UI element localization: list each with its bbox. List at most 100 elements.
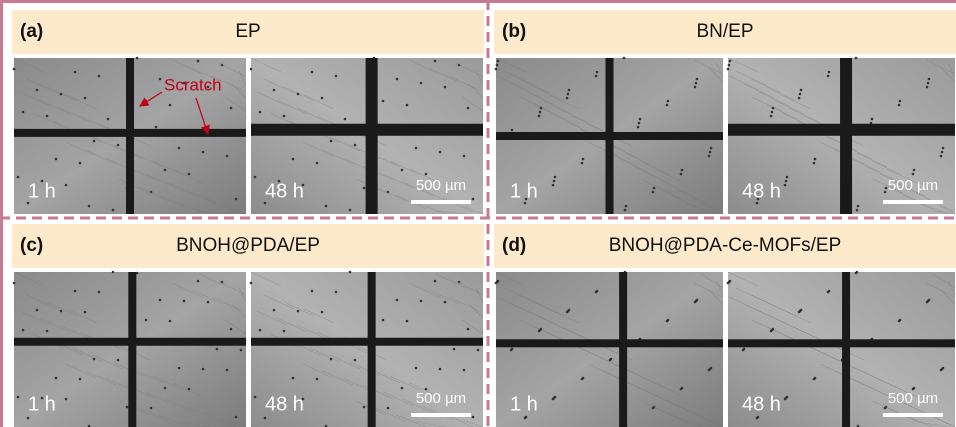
speck [79, 162, 82, 165]
speck [235, 416, 238, 419]
speck [610, 358, 613, 361]
speck [467, 107, 470, 110]
speck [596, 290, 599, 293]
speck [55, 377, 58, 380]
speck [396, 299, 399, 302]
speck [183, 300, 186, 303]
speck [98, 291, 101, 294]
speck [913, 387, 916, 390]
panel-label: (b) [502, 21, 526, 42]
speck [98, 75, 101, 78]
speck [511, 129, 514, 132]
speck [79, 378, 82, 381]
speck [941, 151, 944, 154]
speck [625, 205, 628, 208]
speck [46, 330, 49, 333]
speck [112, 271, 115, 274]
speck [540, 328, 543, 331]
speck [727, 68, 730, 71]
speck [292, 158, 295, 161]
speck [942, 147, 945, 150]
speck [164, 169, 167, 172]
speck [126, 406, 129, 409]
speck [330, 358, 333, 361]
speck [553, 180, 556, 183]
speck [928, 299, 931, 302]
speck [13, 282, 16, 285]
speck [695, 82, 698, 85]
speck [60, 310, 63, 313]
speck [652, 191, 655, 194]
speck [926, 86, 929, 89]
speck [46, 115, 49, 118]
speck [311, 71, 314, 74]
speck [259, 111, 262, 114]
speck [511, 348, 514, 351]
time-label: 1 h [28, 180, 56, 202]
time-label: 48 h [742, 180, 781, 202]
speck [316, 378, 319, 381]
speck [178, 367, 181, 370]
time-label: 1 h [510, 180, 538, 202]
scratch-vertical [366, 58, 378, 214]
speck [799, 93, 802, 96]
speck [136, 57, 139, 60]
speck [623, 57, 626, 60]
speck [681, 169, 684, 172]
time-label: 48 h [265, 180, 304, 202]
speck [496, 64, 499, 67]
figure: (a)EP1 h48 h500 µmScratch(b)BN/EP1 h48 h… [0, 0, 956, 427]
speck [93, 140, 96, 143]
speck [568, 89, 571, 92]
speck [202, 368, 205, 371]
speck [757, 416, 760, 419]
speck [155, 126, 158, 129]
speck [828, 290, 831, 293]
scratch-horizontal [728, 124, 955, 136]
speck [226, 155, 229, 158]
scale-bar-label: 500 µm [888, 177, 938, 194]
speck [567, 93, 570, 96]
speck [538, 115, 541, 118]
speck [771, 111, 774, 114]
scale-bar [411, 200, 471, 204]
panel-title: BNOH@PDA/EP [176, 235, 320, 256]
speck [321, 97, 324, 100]
speck [27, 417, 30, 420]
speck [472, 198, 475, 201]
time-label: 48 h [265, 393, 304, 415]
speck [899, 100, 902, 103]
speck [497, 60, 500, 63]
speck [250, 282, 253, 285]
speck [884, 191, 887, 194]
speck [638, 122, 641, 125]
speck [254, 176, 257, 179]
speck [800, 309, 803, 312]
speck [84, 311, 87, 314]
speck [798, 97, 801, 100]
speck [439, 151, 442, 154]
speck [453, 348, 456, 351]
speck [216, 348, 219, 351]
speck [321, 311, 324, 314]
speck [259, 329, 262, 332]
speck [857, 205, 860, 208]
speck [117, 359, 120, 362]
speck [164, 387, 167, 390]
speck [828, 71, 831, 74]
speck [525, 416, 528, 419]
scale-bar [883, 413, 943, 417]
speck [539, 111, 542, 114]
scratch-horizontal [251, 124, 483, 136]
scale-bar [883, 200, 943, 204]
speck [283, 115, 286, 118]
panel-label: (c) [20, 235, 43, 256]
speck [709, 151, 712, 154]
speck [235, 198, 238, 201]
speck [899, 319, 902, 322]
speck [273, 89, 276, 92]
scratch-horizontal [251, 338, 483, 346]
time-label: 1 h [28, 393, 56, 415]
speck [425, 173, 428, 176]
speck [117, 144, 120, 147]
